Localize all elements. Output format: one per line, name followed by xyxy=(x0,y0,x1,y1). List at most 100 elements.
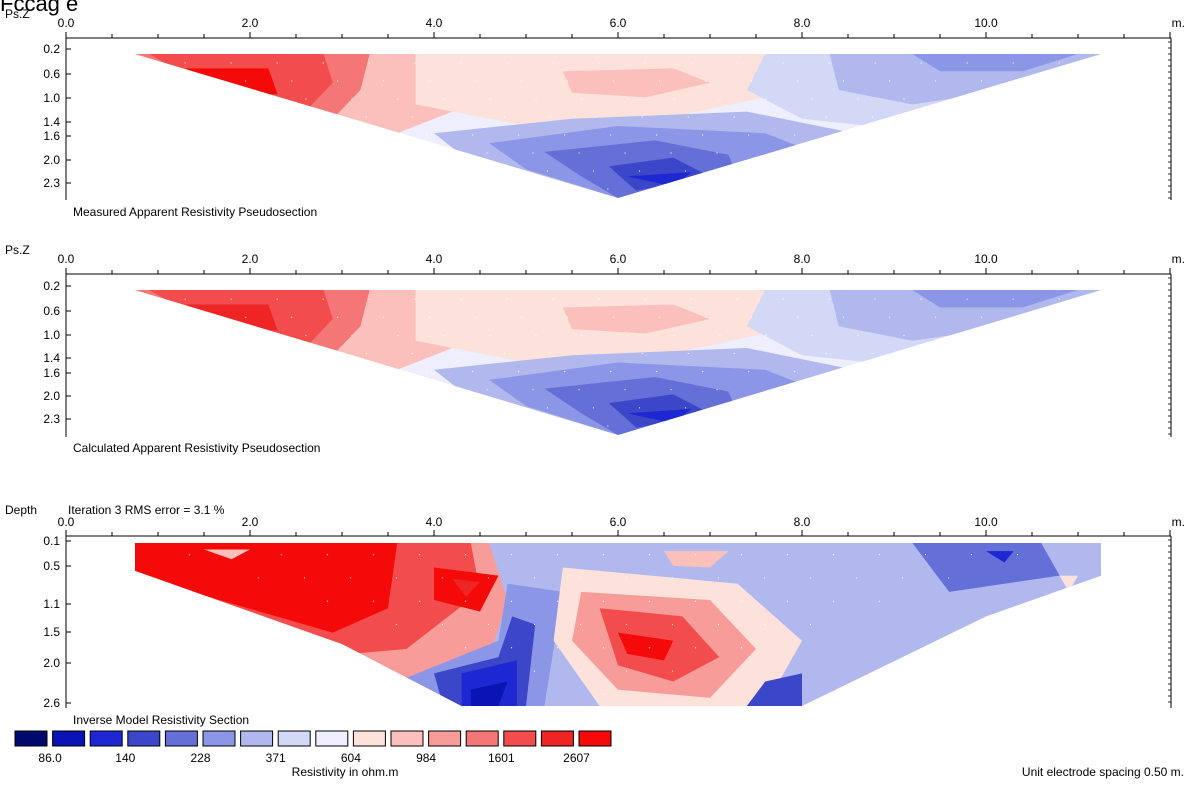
resistivity-region xyxy=(452,578,480,597)
depth-tick-label: 1.0 xyxy=(43,91,60,105)
datum-point xyxy=(474,80,477,82)
iteration-annotation: Iteration 3 RMS error = 3.1 % xyxy=(68,503,225,517)
x-tick-label: 4.0 xyxy=(426,515,443,529)
datum-point xyxy=(276,62,278,64)
datum-point xyxy=(684,170,687,172)
legend-label: 1601 xyxy=(488,751,515,765)
datum-point xyxy=(472,370,474,373)
datum-point xyxy=(716,152,718,154)
depth-tick-label: 1.1 xyxy=(43,597,60,611)
datum-point xyxy=(326,554,329,556)
datum-point xyxy=(592,170,595,172)
datum-point xyxy=(658,80,661,82)
resistivity-region xyxy=(664,551,729,568)
datum-point xyxy=(736,62,738,64)
datum-point xyxy=(638,407,641,409)
datum-point xyxy=(336,316,339,318)
datum-point xyxy=(457,116,459,118)
datum-point xyxy=(704,80,707,82)
datum-point xyxy=(920,62,922,64)
datum-point xyxy=(602,554,605,556)
color-legend: 86.0 140 228 371 604 984 1601 2607 Resistivity i… xyxy=(14,730,612,779)
datum-point xyxy=(719,334,721,336)
datum-point xyxy=(351,98,353,100)
datum-point xyxy=(782,298,784,300)
legend-swatch xyxy=(390,730,424,747)
datum-point xyxy=(765,334,767,336)
x-tick-label: 10.0 xyxy=(974,252,998,266)
legend-label: 140 xyxy=(115,751,135,765)
datum-point xyxy=(290,80,293,82)
datum-point xyxy=(276,298,278,300)
datum-point xyxy=(322,62,324,64)
datum-point xyxy=(520,316,523,318)
header-text: Fccag e xyxy=(0,0,79,16)
datum-point xyxy=(966,62,968,64)
datum-point xyxy=(656,134,658,136)
datum-point xyxy=(518,370,520,373)
x-tick-label: 10.0 xyxy=(974,515,998,529)
datum-point xyxy=(349,577,352,579)
datum-point xyxy=(809,623,812,626)
inverse-section xyxy=(135,543,1101,706)
datum-point xyxy=(871,116,873,118)
datum-point xyxy=(506,298,508,300)
depth-tick-label: 0.5 xyxy=(43,559,60,573)
datum-point xyxy=(472,134,474,136)
resistivity-region xyxy=(912,290,1078,308)
datum-point xyxy=(641,116,643,118)
datum-point xyxy=(832,554,835,556)
datum-point xyxy=(578,389,580,391)
datum-point xyxy=(443,334,445,336)
datum-point xyxy=(581,334,583,336)
datum-point xyxy=(598,62,600,64)
datum-point xyxy=(244,316,247,318)
datum-point xyxy=(857,334,859,336)
datum-point xyxy=(903,334,905,336)
datum-point xyxy=(648,554,651,556)
datum-point xyxy=(382,80,385,82)
datum-point xyxy=(535,334,537,336)
datum-point xyxy=(702,370,704,373)
datum-point xyxy=(414,298,416,300)
datum-point xyxy=(506,62,508,64)
resistivity-region xyxy=(746,673,802,706)
datum-point xyxy=(556,647,559,649)
measured-axes: 0.0 2.0 4.0 6.0 8.0 10.0 m. Ps.Z 0.2 0.6 1.0 1.41.6… xyxy=(5,7,1185,200)
datum-point xyxy=(460,298,462,300)
datum-point xyxy=(828,62,830,64)
datum-point xyxy=(1058,298,1060,300)
datum-point xyxy=(602,647,605,649)
legend-unit-label: Resistivity in ohm.m xyxy=(292,765,399,779)
datum-point xyxy=(510,647,513,649)
datum-point xyxy=(486,152,488,154)
x-unit-label: m. xyxy=(1172,252,1185,266)
datum-point xyxy=(457,352,459,355)
datum-point xyxy=(903,98,905,100)
datum-point xyxy=(811,98,813,100)
depth-tick-label: 1.4 xyxy=(43,351,60,365)
datum-point xyxy=(503,352,505,355)
datum-point xyxy=(796,316,799,318)
datum-point xyxy=(234,554,237,556)
datum-point xyxy=(184,298,186,300)
legend-swatch xyxy=(202,730,236,747)
depth-tick-label: 2.0 xyxy=(43,153,60,167)
datum-point xyxy=(418,600,421,602)
x-tick-label: 10.0 xyxy=(974,16,998,30)
legend-label: 984 xyxy=(416,751,436,765)
datum-point xyxy=(809,577,812,579)
datum-point xyxy=(474,316,477,318)
legend-swatch xyxy=(578,730,612,747)
datum-point xyxy=(533,623,536,626)
x-tick-label: 4.0 xyxy=(426,252,443,266)
datum-point xyxy=(874,62,876,64)
depth-tick-label: 2.0 xyxy=(43,389,60,403)
datum-point xyxy=(644,298,646,300)
depth-tick-label: 2.0 xyxy=(43,656,60,670)
resistivity-region xyxy=(185,304,278,331)
resistivity-region xyxy=(544,547,637,563)
datum-point xyxy=(602,600,605,602)
datum-point xyxy=(644,62,646,64)
resistivity-region xyxy=(912,543,1060,592)
